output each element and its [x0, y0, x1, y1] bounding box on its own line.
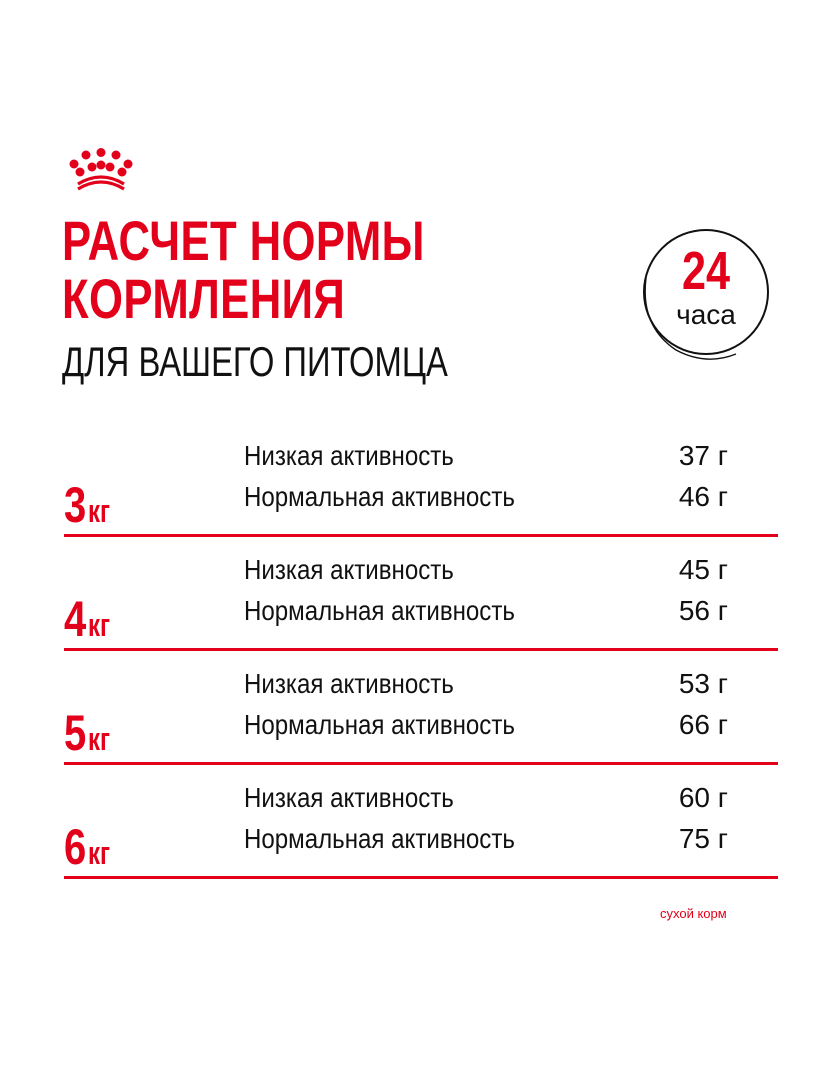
activity-low-label: Низкая активность: [244, 782, 454, 813]
divider: [64, 648, 778, 651]
activity-low-label: Низкая активность: [244, 668, 454, 699]
activity-normal-label: Нормальная активность: [244, 595, 515, 626]
weight-row-6kg: 6кг Низкая активность 60 г Нормальная ак…: [64, 782, 778, 896]
badge-number: 24: [681, 241, 731, 301]
weight-row-3kg: 3кг Низкая активность 37 г Нормальная ак…: [64, 440, 778, 554]
title-line-1: РАСЧЕТ НОРМЫ: [62, 209, 425, 272]
activity-low-label: Низкая активность: [244, 554, 454, 585]
divider: [64, 762, 778, 765]
page-subtitle: ДЛЯ ВАШЕГО ПИТОМЦА: [62, 338, 448, 385]
activity-normal-value: 56 г: [678, 595, 728, 626]
activity-normal-value: 75 г: [678, 823, 728, 854]
activity-normal-label: Нормальная активность: [244, 823, 515, 854]
activity-low-value: 60 г: [678, 782, 728, 813]
weight-row-5kg: 5кг Низкая активность 53 г Нормальная ак…: [64, 668, 778, 782]
activity-low-value: 37 г: [678, 440, 728, 471]
divider: [64, 876, 778, 879]
activity-normal-value: 66 г: [678, 709, 728, 740]
title-line-2: КОРМЛЕНИЯ: [62, 267, 346, 330]
activity-low-value: 53 г: [678, 668, 728, 699]
weight-label: 5кг: [64, 705, 110, 761]
badge-unit: часа: [676, 299, 736, 330]
activity-low-label: Низкая активность: [244, 440, 454, 471]
divider: [64, 534, 778, 537]
activity-normal-label: Нормальная активность: [244, 709, 515, 740]
weight-label: 3кг: [64, 477, 110, 533]
activity-normal-label: Нормальная активность: [244, 481, 515, 512]
weight-label: 6кг: [64, 819, 110, 875]
activity-low-value: 45 г: [678, 554, 728, 585]
hand-drawn-circle-icon: [643, 229, 769, 360]
page-title: РАСЧЕТ НОРМЫ КОРМЛЕНИЯ: [62, 212, 425, 328]
weight-row-4kg: 4кг Низкая активность 45 г Нормальная ак…: [64, 554, 778, 668]
royal-crown-icon: [69, 148, 133, 191]
footnote: сухой корм: [660, 906, 727, 921]
weight-label: 4кг: [64, 591, 110, 647]
activity-normal-value: 46 г: [678, 481, 728, 512]
